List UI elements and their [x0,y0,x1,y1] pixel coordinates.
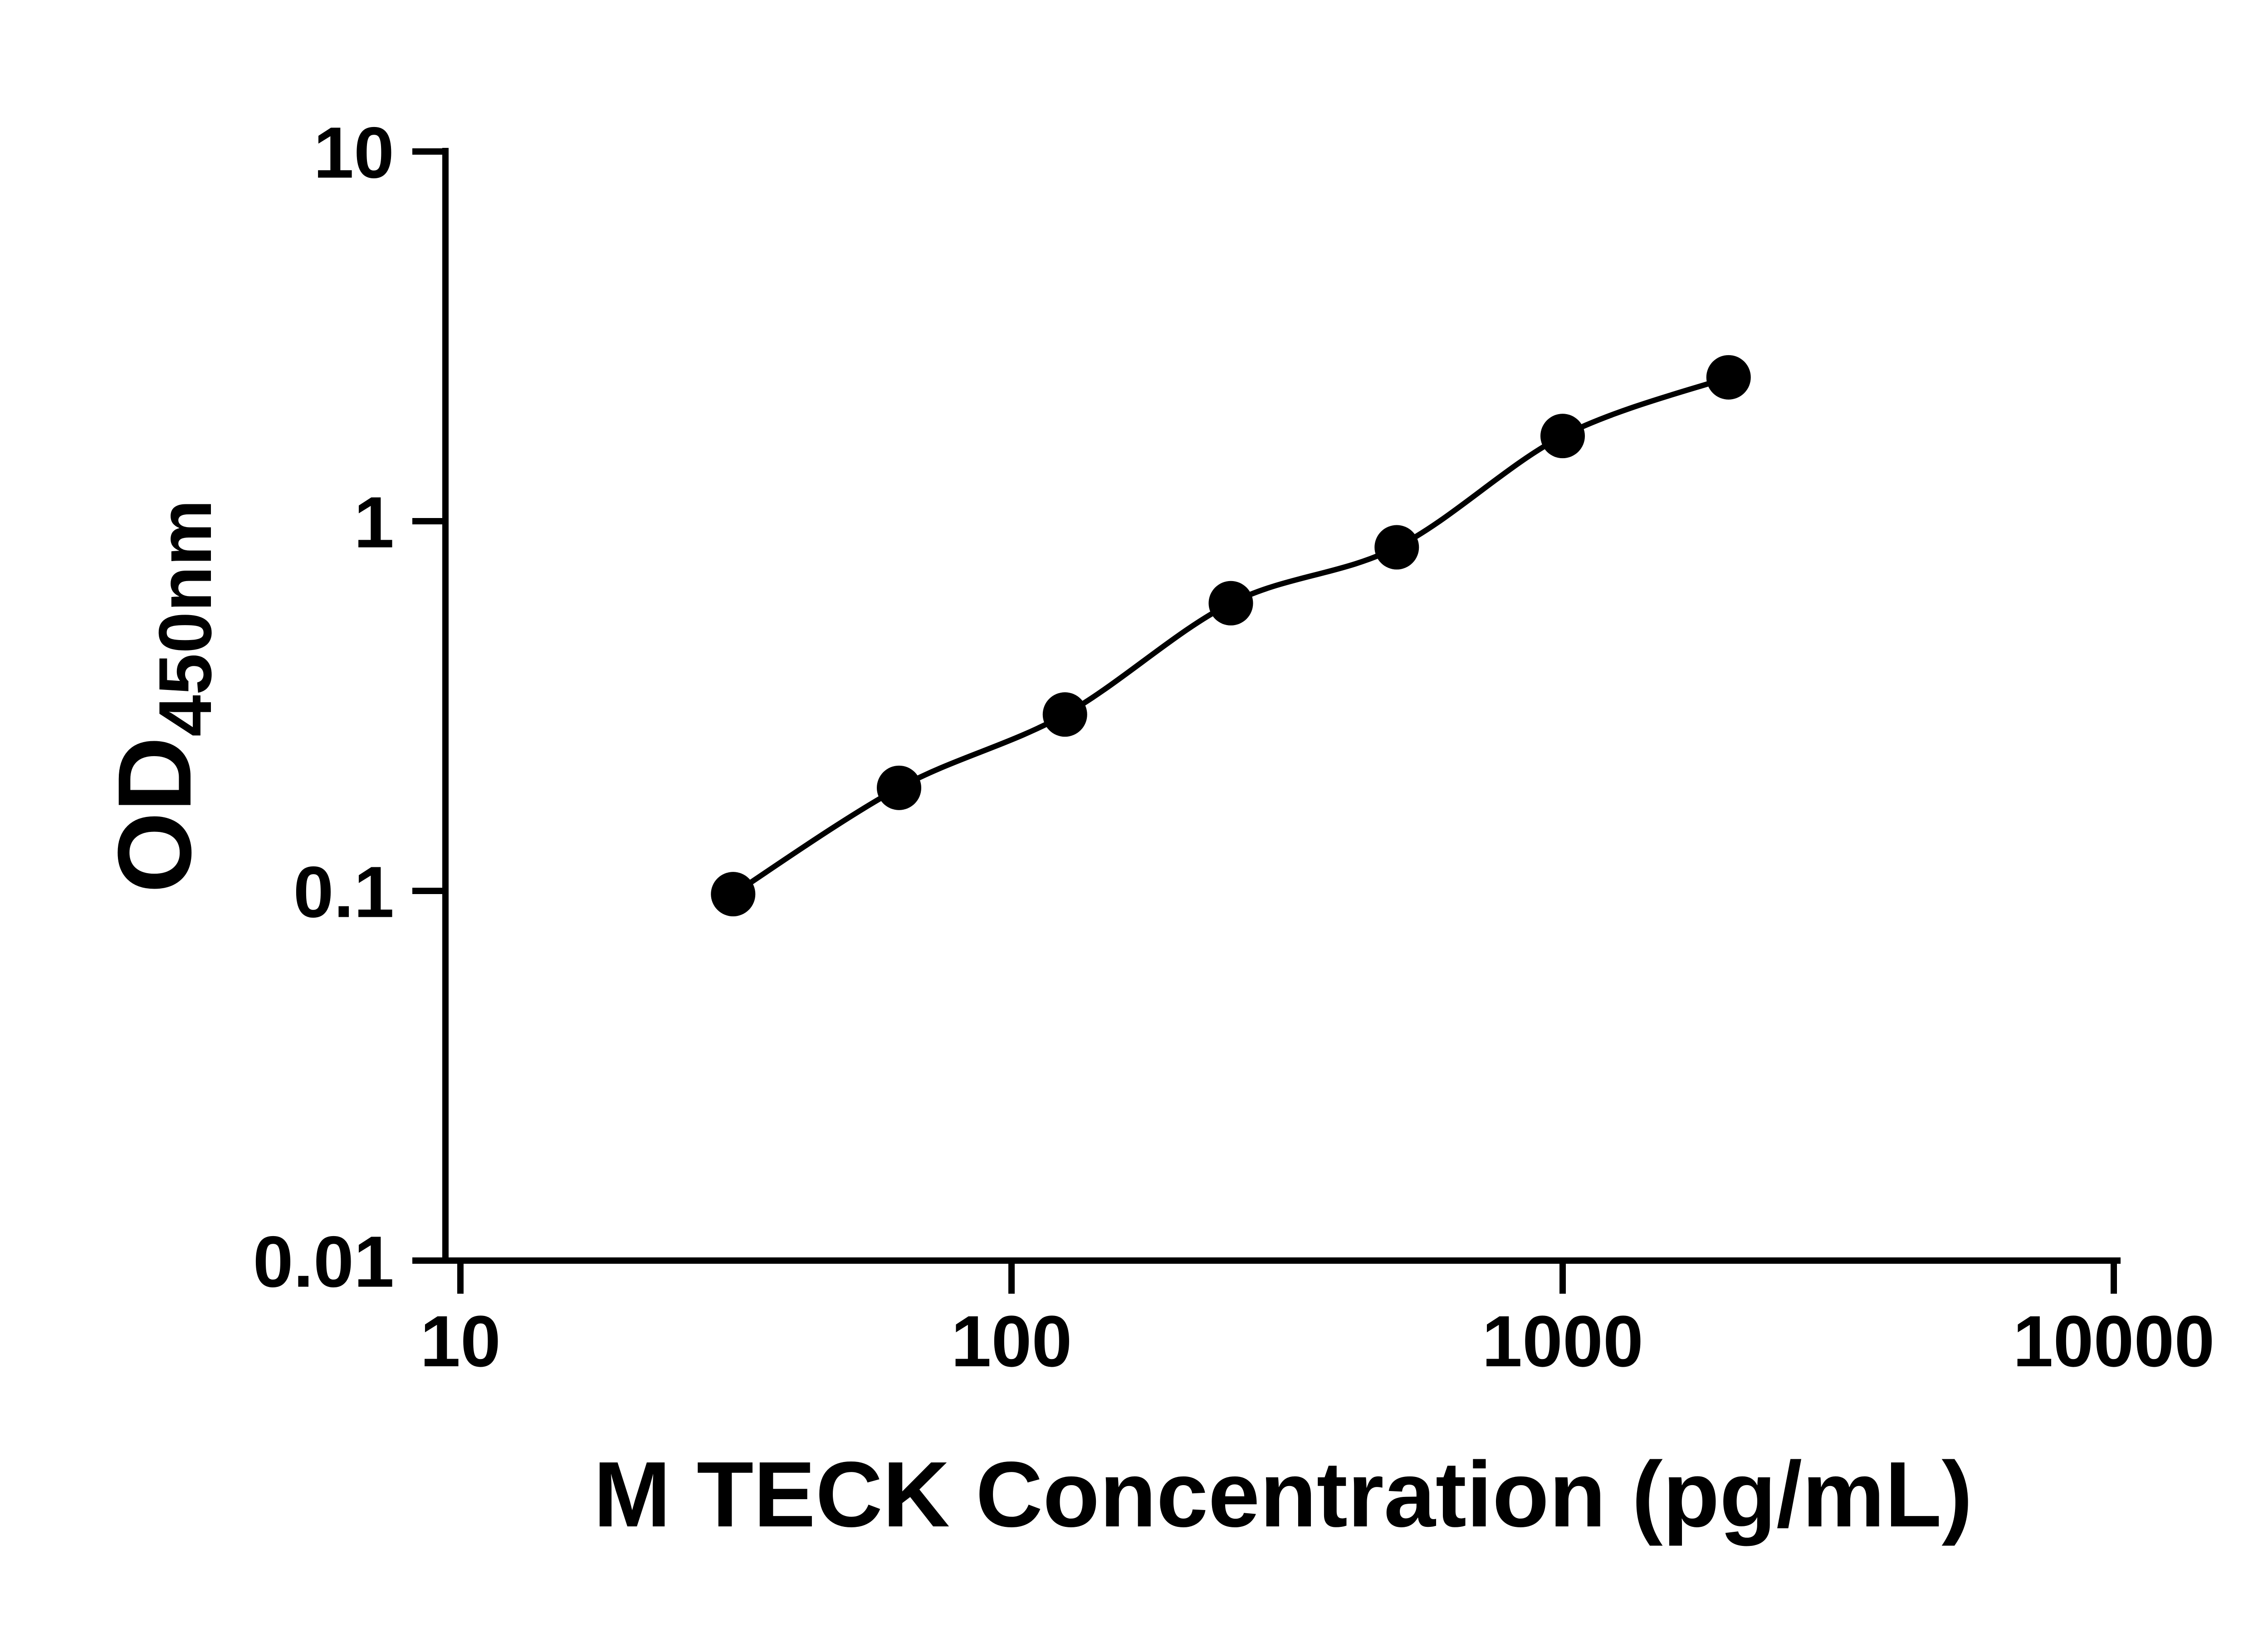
x-axis-tick-label: 1000 [1482,1301,1643,1382]
x-axis-tick-label: 100 [951,1301,1072,1382]
x-axis-tick-label: 10 [420,1301,501,1382]
y-axis-tick-label: 0.01 [253,1221,394,1302]
data-point [1042,692,1087,737]
fit-curve [730,374,1731,897]
data-point [1540,414,1585,459]
x-axis-title: M TECK Concentration (pg/mL) [593,1442,1973,1546]
data-point [711,872,756,917]
y-axis-tick-label: 10 [313,112,394,193]
data-point [1706,355,1751,400]
y-axis-tick-label: 0.1 [293,851,394,933]
data-point [1208,581,1253,626]
y-axis-title-main: OD [96,737,213,893]
data-point [1374,525,1419,570]
y-axis-tick-label: 1 [354,482,394,563]
x-axis-tick-label: 10000 [2013,1301,2215,1382]
y-axis-title-subscript: 450nm [143,499,227,737]
y-axis-title: OD450nm [96,499,227,893]
data-point [876,765,921,810]
